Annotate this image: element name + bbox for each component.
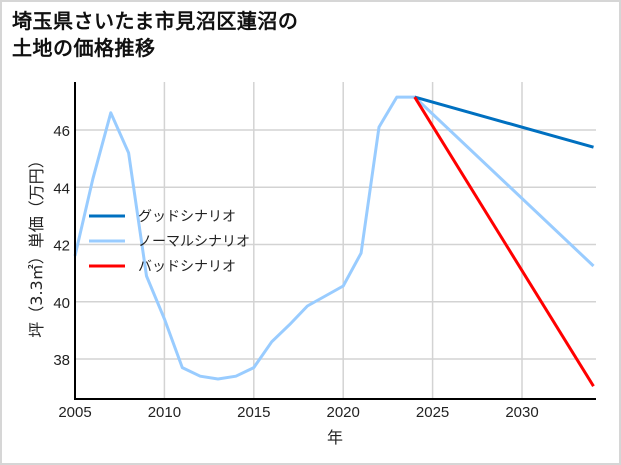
y-tick-label: 42: [53, 238, 70, 255]
x-tick-label: 2020: [327, 404, 360, 421]
chart-title-line2: 土地の価格推移: [12, 36, 156, 60]
x-axis-label: 年: [327, 428, 343, 447]
x-tick-label: 2015: [237, 404, 270, 421]
legend-label-2: バッドシナリオ: [138, 259, 236, 275]
series-line-2: [413, 96, 595, 387]
x-tick-label: 2005: [58, 404, 91, 421]
x-tick-label: 2025: [416, 404, 449, 421]
y-tick-label: 38: [53, 352, 70, 369]
chart-title: 埼玉県さいたま市見沼区蓮沼の 土地の価格推移: [12, 8, 298, 62]
legend-label-1: ノーマルシナリオ: [138, 234, 250, 250]
axis-labels: 年 坪（3.3㎡）単価（万円）: [27, 152, 343, 447]
tick-labels: 2005 2010 2015 2020 2025 2030 38 40 42 44 46: [53, 123, 538, 421]
series-line-0: [414, 95, 594, 149]
series-line-1: [73, 95, 595, 381]
legend-label-0: グッドシナリオ: [138, 209, 236, 225]
y-axis-label: 坪（3.3㎡）単価（万円）: [27, 152, 46, 337]
axes: [74, 82, 596, 400]
y-tick-label: 46: [53, 123, 70, 140]
x-tick-label: 2010: [148, 404, 181, 421]
series-lines: [73, 95, 595, 387]
x-tick-label: 2030: [505, 404, 538, 421]
chart-title-line1: 埼玉県さいたま市見沼区蓮沼の: [12, 9, 299, 33]
grid-lines: [75, 82, 596, 399]
y-tick-label: 40: [53, 295, 70, 312]
y-tick-label: 44: [53, 180, 70, 197]
